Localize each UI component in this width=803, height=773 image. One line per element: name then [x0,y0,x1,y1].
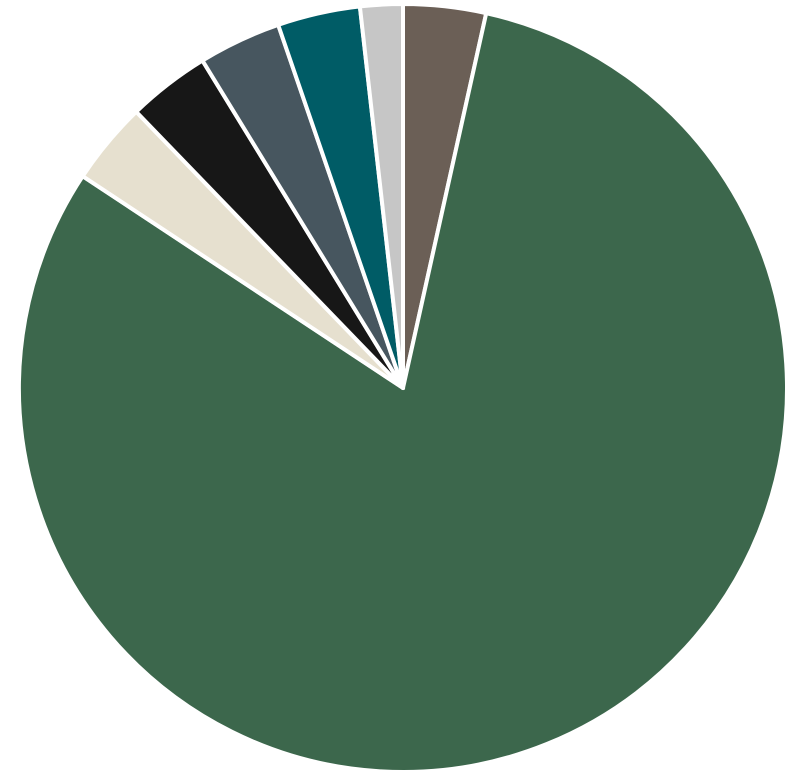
pie-slice-2 [17,11,789,773]
pie-slices [17,2,789,773]
pie-slice-7 [357,2,405,390]
